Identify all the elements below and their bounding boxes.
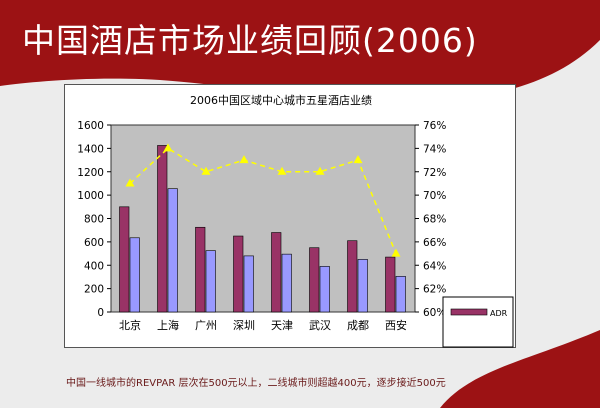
- bar-adr: [157, 145, 168, 313]
- right-axis-tick-label: 68%: [423, 214, 446, 226]
- left-axis-tick-label: 1600: [77, 120, 104, 132]
- occupancy-line: [129, 147, 397, 254]
- right-axis-tick-label: 62%: [423, 284, 446, 296]
- right-axis-tick-label: 76%: [423, 120, 446, 132]
- right-axis-tick-label: 66%: [423, 237, 446, 249]
- bar-series-2: [319, 266, 330, 313]
- bar-adr: [385, 256, 396, 313]
- occupancy-point: [353, 155, 363, 164]
- category-label: 西安: [385, 318, 407, 332]
- left-axis-tick-label: 1000: [77, 190, 104, 202]
- left-axis-tick-label: 1400: [77, 143, 104, 155]
- bar-series-2: [243, 255, 254, 313]
- footer-note: 中国一线城市的REVPAR 层次在500元以上，二线城市则超越400元，逐步接近…: [66, 378, 446, 389]
- right-axis: 60% 62% 64% 66% 68% 70% 72% 74% 76%: [415, 120, 446, 319]
- chart-frame: 2006中国区域中心城市五星酒店业绩 0 200 400 600 800 1000 1200…: [64, 84, 516, 348]
- left-axis-tick-label: 1200: [77, 167, 104, 179]
- category-axis: 北京 上海 广州 深圳 天津 武汉 成都 西安: [119, 318, 407, 332]
- plot-area: [110, 124, 416, 313]
- legend: ADR: [442, 296, 514, 348]
- left-axis-tick-label: 200: [84, 284, 104, 296]
- category-label: 广州: [195, 319, 217, 332]
- red-header-shape: [0, 0, 600, 102]
- category-label: 上海: [157, 318, 179, 332]
- left-axis-tick-label: 600: [84, 237, 104, 249]
- category-label: 成都: [347, 319, 369, 332]
- bar-series-2: [129, 237, 140, 313]
- bar-series-2: [395, 276, 406, 313]
- category-label: 北京: [119, 318, 141, 332]
- bar-adr: [271, 232, 282, 313]
- occupancy-point: [277, 166, 287, 175]
- occupancy-point: [163, 143, 173, 152]
- right-axis-tick-label: 74%: [423, 143, 446, 155]
- bar-series-2: [357, 259, 368, 313]
- right-axis-tick-label: 60%: [423, 307, 446, 319]
- red-corner-shape: [440, 330, 600, 408]
- category-label: 武汉: [309, 319, 331, 332]
- chart-title: 2006中国区域中心城市五星酒店业绩: [190, 93, 372, 107]
- bar-adr: [347, 240, 358, 313]
- right-axis-tick-label: 64%: [423, 260, 446, 272]
- occupancy-point: [315, 166, 325, 175]
- bar-series-2: [167, 188, 178, 313]
- occupancy-point: [239, 155, 249, 164]
- occupancy-point: [125, 178, 135, 187]
- right-axis-tick-label: 72%: [423, 167, 446, 179]
- chart: 2006中国区域中心城市五星酒店业绩 0 200 400 600 800 1000 1200…: [77, 93, 514, 348]
- bar-series: [119, 145, 406, 313]
- left-axis: 0 200 400 600 800 1000 1200 1400 1600: [77, 120, 111, 319]
- left-axis-tick-label: 0: [97, 307, 104, 319]
- bar-adr: [119, 206, 130, 313]
- bar-adr: [309, 247, 320, 313]
- category-label: 深圳: [233, 319, 255, 332]
- bar-series-2: [205, 250, 216, 313]
- occupancy-point: [201, 166, 211, 175]
- occupancy-line-series: [125, 143, 401, 257]
- bar-series-2: [281, 253, 292, 313]
- left-axis-tick-label: 800: [84, 214, 104, 226]
- bar-adr: [233, 235, 244, 313]
- occupancy-point: [391, 248, 401, 257]
- bar-adr: [195, 226, 206, 313]
- legend-adr-swatch: [450, 308, 488, 316]
- right-axis-tick-label: 70%: [423, 190, 446, 202]
- slide-title: 中国酒店市场业绩回顾(2006): [22, 21, 478, 60]
- legend-box: [442, 296, 514, 348]
- left-axis-tick-label: 400: [84, 260, 104, 272]
- category-label: 天津: [271, 319, 293, 332]
- legend-adr-label: ADR: [490, 309, 508, 318]
